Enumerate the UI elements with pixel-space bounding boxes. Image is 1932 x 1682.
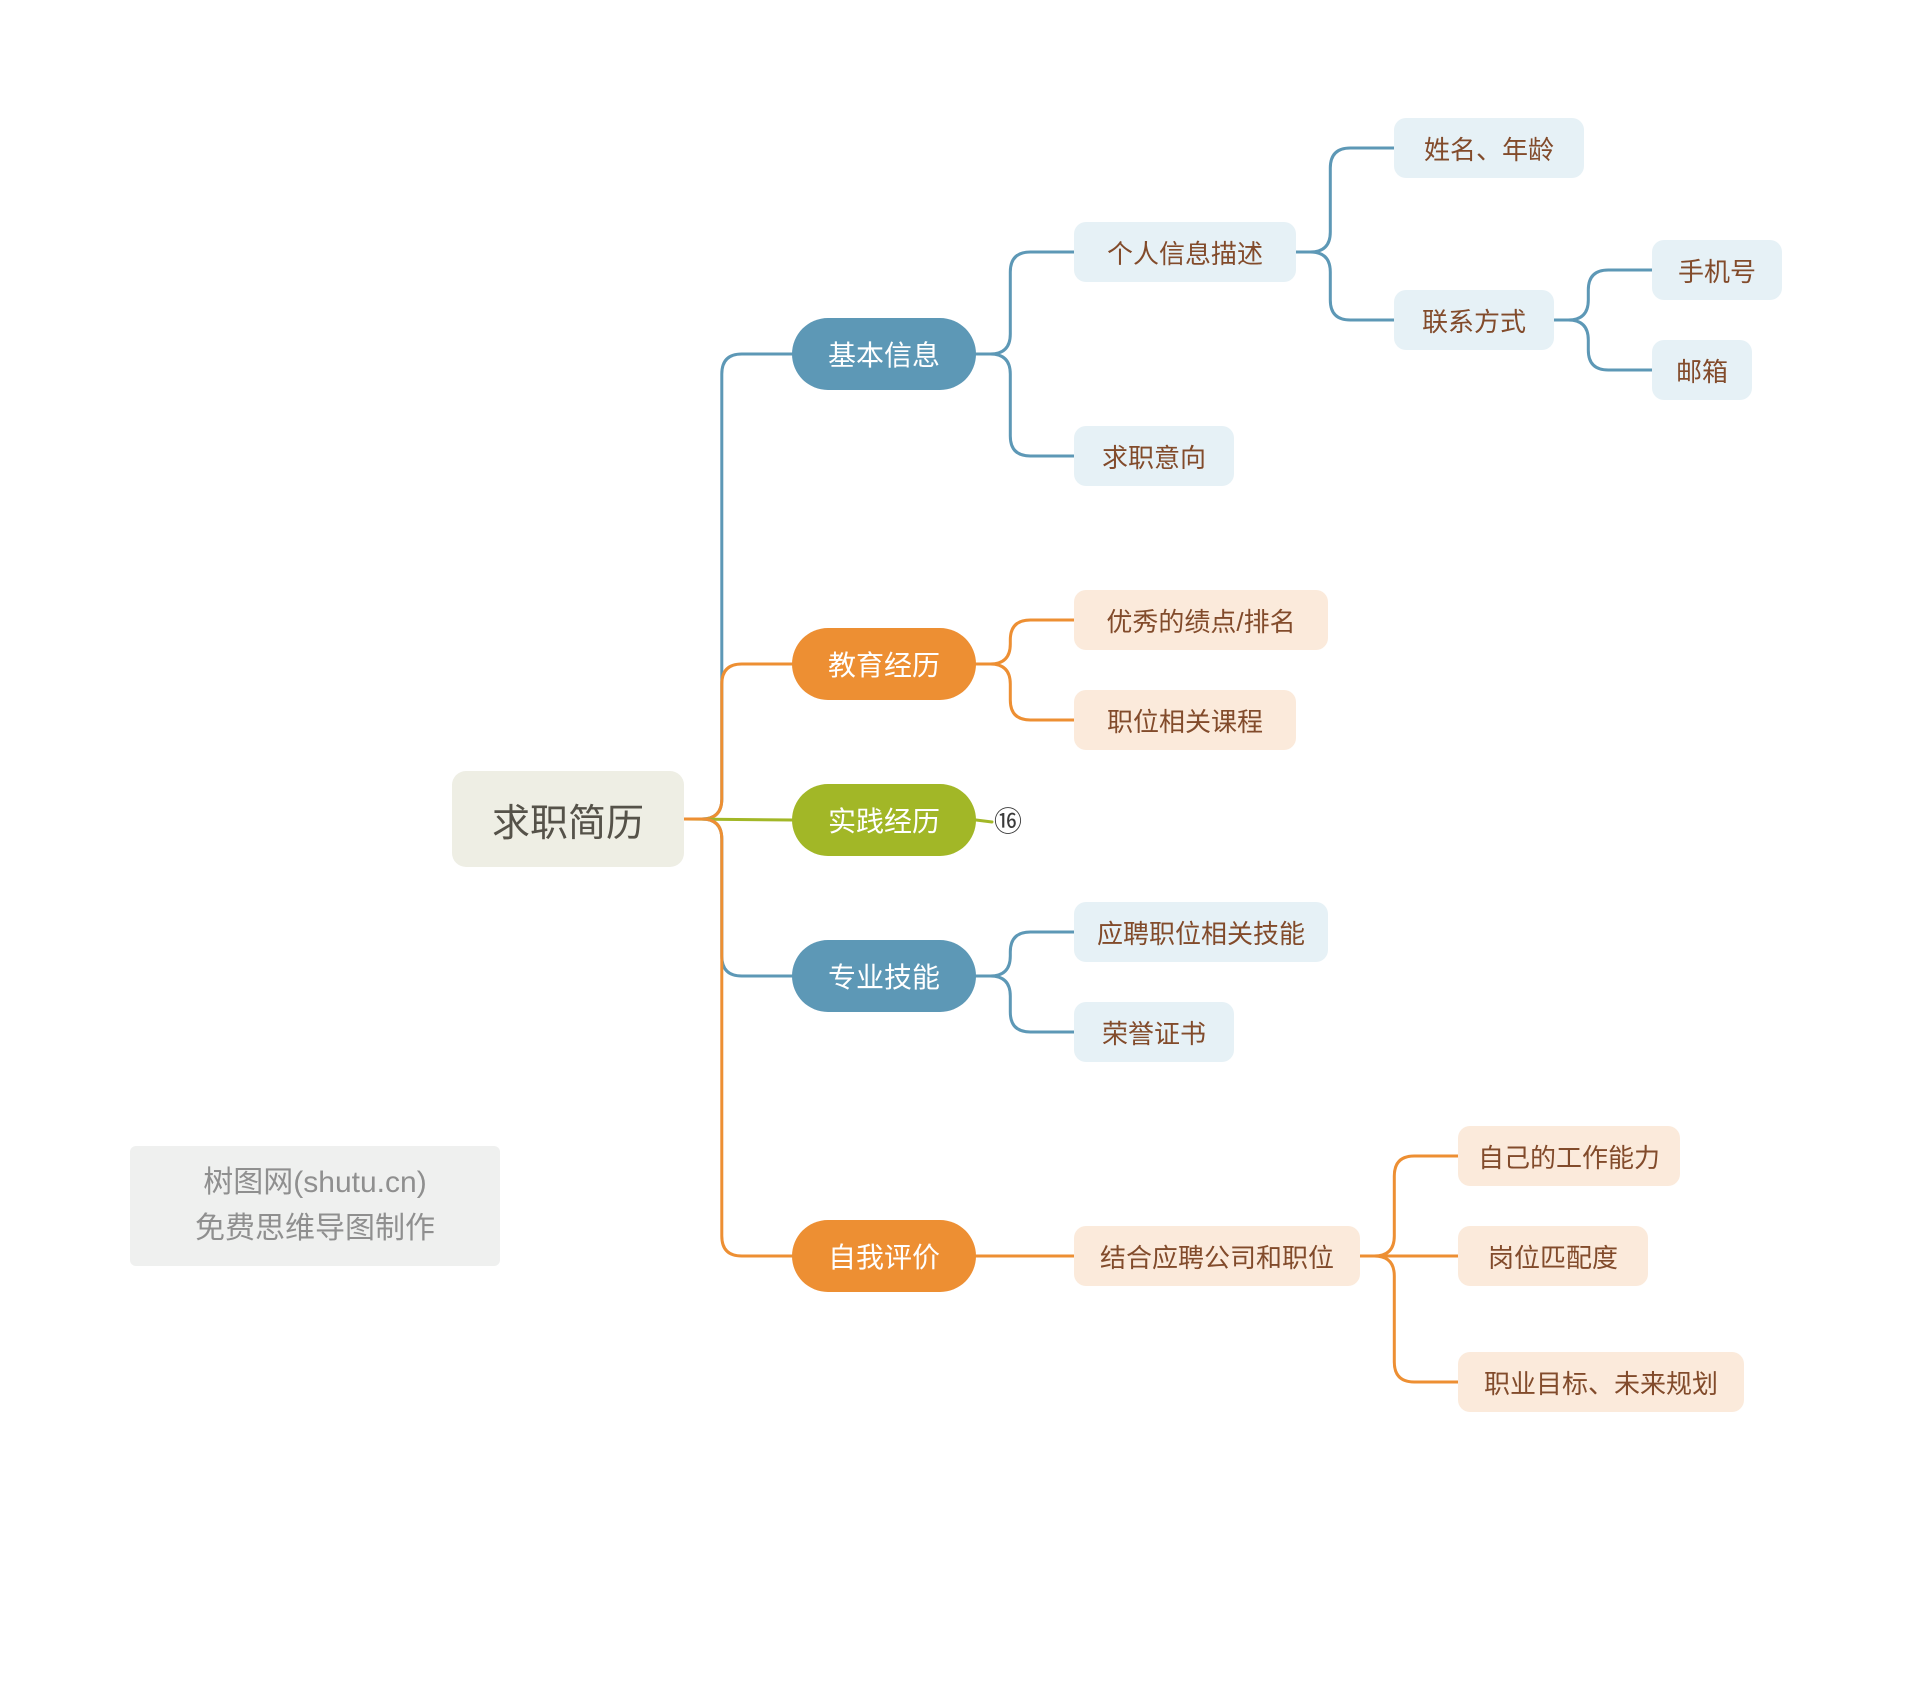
mindmap-edge xyxy=(684,819,792,976)
mindmap-node-gpa[interactable]: 优秀的绩点/排名 xyxy=(1074,590,1328,650)
mindmap-edge xyxy=(1554,320,1652,370)
mindmap-node-email[interactable]: 邮箱 xyxy=(1652,340,1752,400)
mindmap-edge xyxy=(1554,270,1652,320)
mindmap-node-goal[interactable]: 职业目标、未来规划 xyxy=(1458,1352,1744,1412)
mindmap-node-name_age[interactable]: 姓名、年龄 xyxy=(1394,118,1584,178)
collapsed-count-badge[interactable]: ⑯ xyxy=(994,808,1022,836)
mindmap-edge xyxy=(976,664,1074,720)
mindmap-node-edu[interactable]: 教育经历 xyxy=(792,628,976,700)
mindmap-edge xyxy=(1360,1256,1458,1382)
mindmap-node-match[interactable]: 岗位匹配度 xyxy=(1458,1226,1648,1286)
mindmap-edge xyxy=(684,354,792,819)
mindmap-root[interactable]: 求职简历 xyxy=(452,771,684,867)
mindmap-edge xyxy=(684,664,792,819)
mindmap-edge xyxy=(1360,1156,1458,1256)
mindmap-edge xyxy=(684,819,792,820)
mindmap-node-job_intent[interactable]: 求职意向 xyxy=(1074,426,1234,486)
mindmap-edge xyxy=(976,932,1074,976)
mindmap-edge xyxy=(976,354,1074,456)
mindmap-node-skill[interactable]: 专业技能 xyxy=(792,940,976,1012)
watermark-line1: 树图网(shutu.cn) xyxy=(203,1160,426,1206)
mindmap-node-combine[interactable]: 结合应聘公司和职位 xyxy=(1074,1226,1360,1286)
mindmap-edge xyxy=(1296,148,1394,252)
mindmap-node-courses[interactable]: 职位相关课程 xyxy=(1074,690,1296,750)
mindmap-edge xyxy=(684,819,792,1256)
mindmap-node-self[interactable]: 自我评价 xyxy=(792,1220,976,1292)
mindmap-edge xyxy=(976,252,1074,354)
mindmap-edge xyxy=(976,976,1074,1032)
watermark: 树图网(shutu.cn)免费思维导图制作 xyxy=(130,1146,500,1266)
mindmap-edge xyxy=(976,620,1074,664)
mindmap-node-info_desc[interactable]: 个人信息描述 xyxy=(1074,222,1296,282)
mindmap-node-basic[interactable]: 基本信息 xyxy=(792,318,976,390)
mindmap-node-contact[interactable]: 联系方式 xyxy=(1394,290,1554,350)
mindmap-node-rel_skill[interactable]: 应聘职位相关技能 xyxy=(1074,902,1328,962)
mindmap-node-ability[interactable]: 自己的工作能力 xyxy=(1458,1126,1680,1186)
mindmap-edge xyxy=(976,820,992,822)
watermark-line2: 免费思维导图制作 xyxy=(195,1206,435,1252)
mindmap-edge xyxy=(1296,252,1394,320)
mindmap-node-phone[interactable]: 手机号 xyxy=(1652,240,1782,300)
mindmap-node-cert[interactable]: 荣誉证书 xyxy=(1074,1002,1234,1062)
mindmap-node-practice[interactable]: 实践经历 xyxy=(792,784,976,856)
